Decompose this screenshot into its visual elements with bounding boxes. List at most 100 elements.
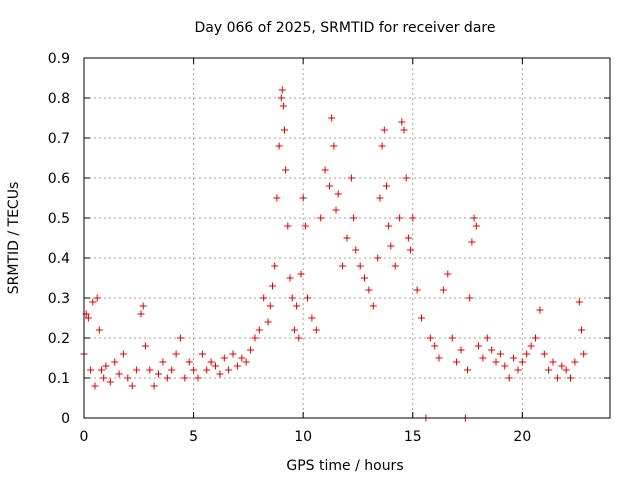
data-point	[332, 206, 340, 214]
data-point	[527, 342, 535, 350]
chart-title: Day 066 of 2025, SRMTID for receiver dar…	[195, 20, 496, 36]
data-point	[356, 262, 364, 270]
data-point	[255, 326, 263, 334]
data-point	[466, 294, 474, 302]
data-point	[365, 286, 373, 294]
x-tick-label: 5	[189, 429, 198, 445]
data-point	[282, 166, 290, 174]
data-point	[407, 246, 415, 254]
data-point	[87, 366, 95, 374]
data-point	[391, 262, 399, 270]
data-point	[409, 214, 417, 222]
data-point	[89, 298, 97, 306]
data-point	[288, 294, 296, 302]
data-point	[398, 118, 406, 126]
data-point	[220, 354, 228, 362]
data-point	[396, 214, 404, 222]
data-point	[575, 298, 583, 306]
data-point	[376, 194, 384, 202]
y-tick-label: 0.5	[48, 211, 70, 227]
data-point	[418, 314, 425, 322]
data-point	[540, 350, 548, 358]
y-tick-label: 0.1	[48, 371, 70, 387]
data-point	[385, 222, 393, 230]
data-point	[111, 358, 119, 366]
data-point	[453, 358, 461, 366]
y-axis-label: SRMTID / TECUs	[6, 182, 22, 295]
data-point	[124, 374, 132, 382]
data-point	[553, 374, 561, 382]
data-point	[198, 350, 206, 358]
data-point	[290, 326, 298, 334]
data-point	[501, 362, 509, 370]
data-point	[304, 294, 311, 302]
data-point	[404, 234, 412, 242]
grid-layer	[84, 58, 610, 418]
data-point	[328, 114, 336, 122]
data-point	[312, 326, 320, 334]
data-point	[400, 126, 408, 134]
data-point	[380, 126, 388, 134]
data-point	[190, 366, 198, 374]
data-point	[374, 254, 382, 262]
data-point	[387, 242, 395, 250]
data-point	[242, 358, 250, 366]
data-point	[181, 374, 189, 382]
data-point	[91, 382, 99, 390]
data-point	[115, 370, 123, 378]
data-point	[468, 238, 476, 246]
x-tick-label: 0	[80, 429, 89, 445]
data-point	[549, 358, 557, 366]
y-tick-label: 0.8	[48, 91, 70, 107]
x-axis-label: GPS time / hours	[286, 458, 403, 474]
data-point	[475, 342, 482, 350]
data-point	[225, 366, 233, 374]
data-point	[273, 194, 281, 202]
data-point	[523, 350, 531, 358]
data-point	[457, 346, 465, 354]
data-point	[483, 334, 491, 342]
data-point	[479, 354, 487, 362]
data-point	[413, 286, 421, 294]
data-point	[269, 282, 276, 290]
data-point	[383, 182, 390, 190]
data-point	[102, 362, 110, 370]
data-point	[402, 174, 410, 182]
data-point	[317, 214, 325, 222]
x-tick-label: 10	[294, 429, 312, 445]
data-point	[212, 362, 219, 370]
data-point	[150, 382, 158, 390]
data-point	[247, 346, 255, 354]
data-point	[137, 310, 145, 318]
data-point	[448, 334, 456, 342]
data-point	[488, 346, 496, 354]
data-point	[439, 286, 447, 294]
data-point	[444, 270, 452, 278]
data-point	[578, 326, 585, 334]
data-point	[536, 306, 544, 314]
data-point	[133, 366, 141, 374]
data-point	[233, 362, 241, 370]
data-point	[275, 142, 283, 150]
data-point	[168, 366, 176, 374]
data-point	[260, 294, 268, 302]
data-point	[185, 358, 193, 366]
data-point	[203, 366, 211, 374]
y-tick-label: 0.4	[48, 251, 70, 267]
data-point	[580, 350, 588, 358]
data-point	[216, 370, 224, 378]
data-point	[84, 314, 92, 322]
data-point	[281, 126, 288, 134]
data-point	[470, 214, 478, 222]
y-tick-label: 0	[61, 411, 70, 427]
data-point	[464, 366, 471, 374]
data-point	[106, 378, 114, 386]
data-point	[301, 222, 309, 230]
x-tick-label: 15	[404, 429, 422, 445]
data-point	[571, 358, 579, 366]
y-tick-label: 0.7	[48, 131, 70, 147]
data-point	[431, 342, 439, 350]
data-point	[562, 366, 570, 374]
data-point	[278, 86, 286, 94]
data-point	[141, 342, 149, 350]
